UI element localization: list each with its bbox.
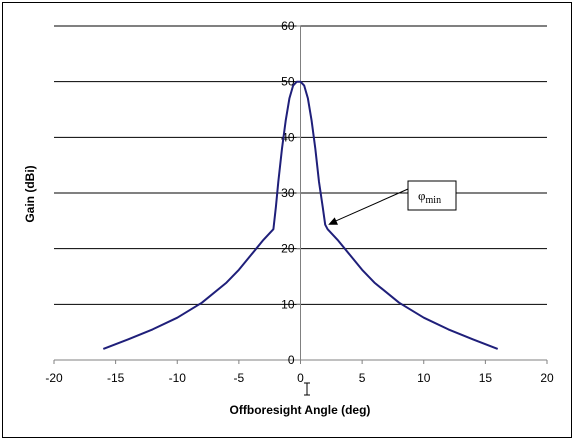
callout-arrow-line [333, 188, 409, 223]
x-axis-title: Offboresight Angle (deg) [230, 403, 371, 417]
callout-subscript: min [426, 195, 442, 206]
callout-symbol: φ [418, 188, 426, 203]
y-tick-label: 50 [281, 75, 295, 89]
x-tick-label: 20 [540, 371, 554, 385]
callout: φmin [328, 180, 457, 225]
x-tick-label: -15 [107, 371, 125, 385]
series-line-0 [102, 80, 499, 350]
callout-label: φmin [418, 188, 441, 206]
x-tick-label: 10 [417, 371, 431, 385]
y-tick-label: 60 [281, 19, 295, 33]
y-tick-label: 10 [281, 297, 295, 311]
callout-box [407, 180, 457, 211]
text-cursor-icon [304, 382, 310, 396]
x-tick-label: 5 [359, 371, 366, 385]
x-tick-label: -10 [169, 371, 187, 385]
x-tick-labels: -20 -15 -10 -5 0 5 10 15 20 [45, 360, 554, 385]
x-tick-label: -5 [234, 371, 245, 385]
chart-frame [2, 2, 572, 438]
callout-arrowhead [328, 217, 338, 225]
series-group [102, 80, 499, 350]
x-tick-label: -20 [45, 371, 63, 385]
y-tick-label: 0 [288, 353, 295, 367]
x-tick-label: 0 [297, 371, 304, 385]
y-axis-title: Gain (dBi) [23, 165, 37, 222]
y-tick-label: 20 [281, 242, 295, 256]
x-tick-label: 15 [479, 371, 493, 385]
y-tick-label: 30 [281, 186, 295, 200]
